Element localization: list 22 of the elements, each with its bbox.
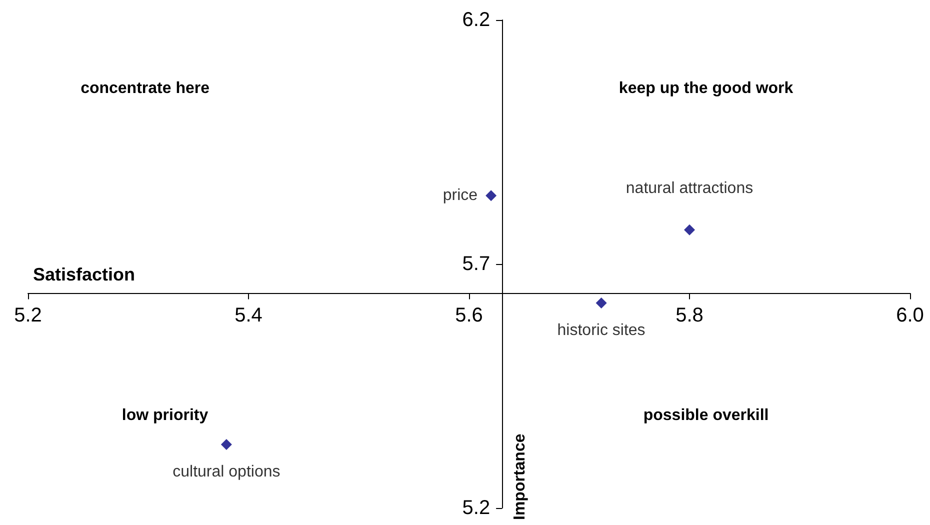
point xyxy=(486,190,497,202)
annotation: concentrate here xyxy=(80,80,210,97)
series-label: historic sites xyxy=(557,322,646,340)
annotation: possible overkill xyxy=(643,406,769,424)
x-tick-label: 5.4 xyxy=(234,304,262,326)
x-tick-label: 5.8 xyxy=(676,304,704,326)
y-tick-label: 5.2 xyxy=(462,497,490,519)
point xyxy=(684,224,695,236)
annotation: keep up the good work xyxy=(618,80,794,97)
y-tick-label: 5.7 xyxy=(462,253,490,275)
annotation: low priority xyxy=(122,406,208,424)
point xyxy=(220,439,232,450)
point xyxy=(596,298,607,309)
series-label: cultural options xyxy=(172,464,280,481)
x-tick-label: 5.6 xyxy=(455,304,483,326)
x-axis-title: Satisfaction xyxy=(33,264,136,284)
x-tick-label: 5.2 xyxy=(14,304,42,326)
x-tick-label: 6.0 xyxy=(896,304,924,326)
y-tick-label: 6.2 xyxy=(462,9,490,31)
text: natural attractions xyxy=(626,180,754,197)
series-label: price xyxy=(442,187,478,204)
y-axis-title: Importance xyxy=(512,434,529,520)
